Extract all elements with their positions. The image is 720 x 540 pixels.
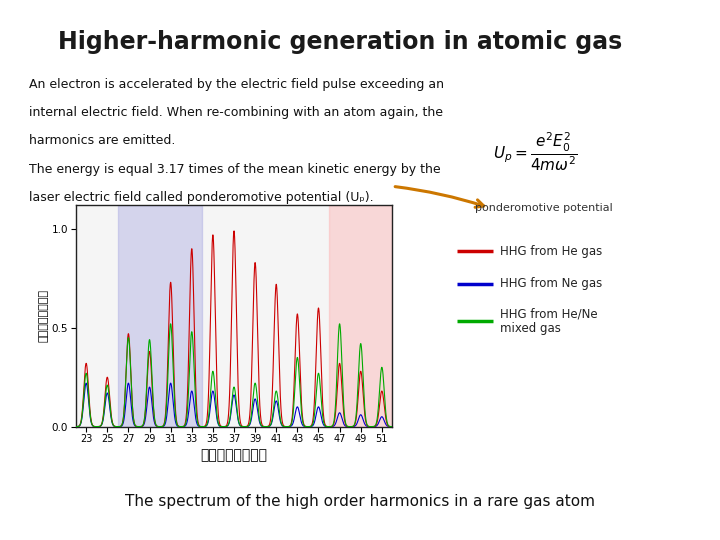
Text: laser electric field called ponderomotive potential (Uₚ).: laser electric field called ponderomotiv… bbox=[29, 191, 374, 204]
Bar bbox=[118, 205, 202, 427]
Text: HHG from He gas: HHG from He gas bbox=[500, 245, 603, 258]
Text: The spectrum of the high order harmonics in a rare gas atom: The spectrum of the high order harmonics… bbox=[125, 494, 595, 509]
Bar bbox=[329, 205, 392, 427]
Y-axis label: 高次高調波の強度: 高次高調波の強度 bbox=[39, 289, 49, 342]
Text: $U_p = \dfrac{e^2 E_0^2}{4m\omega^2}$: $U_p = \dfrac{e^2 E_0^2}{4m\omega^2}$ bbox=[493, 130, 577, 173]
X-axis label: 高次高調波の次数: 高次高調波の次数 bbox=[200, 448, 268, 462]
Text: HHG from Ne gas: HHG from Ne gas bbox=[500, 277, 603, 290]
Text: An electron is accelerated by the electric field pulse exceeding an: An electron is accelerated by the electr… bbox=[29, 78, 444, 91]
Text: HHG from He/Ne
mixed gas: HHG from He/Ne mixed gas bbox=[500, 307, 598, 335]
Text: The energy is equal 3.17 times of the mean kinetic energy by the: The energy is equal 3.17 times of the me… bbox=[29, 163, 441, 176]
Text: internal electric field. When re-combining with an atom again, the: internal electric field. When re-combini… bbox=[29, 106, 443, 119]
Text: Higher-harmonic generation in atomic gas: Higher-harmonic generation in atomic gas bbox=[58, 30, 622, 53]
Text: ponderomotive potential: ponderomotive potential bbox=[475, 203, 613, 213]
Text: harmonics are emitted.: harmonics are emitted. bbox=[29, 134, 175, 147]
